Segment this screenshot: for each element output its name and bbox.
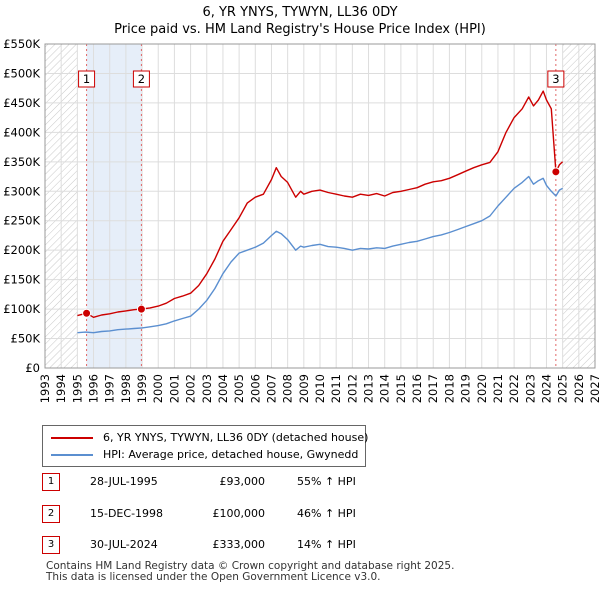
x-tick-label: 2003	[200, 374, 214, 403]
y-tick-label: £350K	[3, 155, 40, 169]
sale-marker-label-1: 1	[83, 72, 90, 86]
series-line-property	[77, 90, 564, 318]
x-tick-label: 2023	[523, 374, 537, 403]
x-tick-label: 1999	[135, 374, 149, 403]
y-tick-label: £300K	[3, 184, 40, 198]
footer: Contains HM Land Registry data © Crown c…	[46, 561, 454, 583]
sale-badge-1: 1	[42, 473, 60, 491]
x-tick-label: 2005	[232, 374, 246, 403]
x-tick-label: 2025	[556, 374, 570, 403]
x-tick-label: 2006	[248, 374, 262, 403]
y-tick-label: £400K	[3, 125, 40, 139]
x-tick-label: 2013	[362, 374, 376, 403]
x-tick-label: 2018	[442, 374, 456, 403]
y-tick-label: £50K	[11, 332, 41, 346]
sale-date-3: 30-JUL-2024	[90, 538, 158, 551]
sale-hpi-2: 46% ↑ HPI	[297, 507, 356, 520]
x-tick-label: 1998	[119, 374, 133, 403]
plot-border	[44, 43, 596, 369]
x-tick-label: 2008	[281, 374, 295, 403]
sale-marker-box-2	[132, 70, 150, 88]
x-tick-label: 2012	[345, 374, 359, 403]
price-chart: 1 2 3 £0 £50K £100K £150K £200K £250K £300K £350K…	[3, 37, 600, 403]
sale-marker-label-3: 3	[552, 72, 559, 86]
sale-price-3: £333,000	[212, 538, 266, 551]
x-tick-label: 2011	[329, 374, 343, 403]
sale-marker-label-2: 2	[138, 72, 145, 86]
sale-hpi-3: 14% ↑ HPI	[297, 538, 356, 551]
footer-licence: This data is licensed under the Open Gov…	[46, 571, 381, 583]
x-tick-label: 2007	[264, 374, 278, 403]
x-tick-label: 2019	[459, 374, 473, 403]
chart-title-block: 6, YR YNYS, TYWYN, LL36 0DY Price paid v…	[0, 4, 600, 38]
y-tick-label: £550K	[3, 37, 40, 51]
sale-price-2: £100,000	[212, 507, 266, 520]
sale-hpi-1: 55% ↑ HPI	[297, 475, 356, 488]
y-tick-label: £500K	[3, 66, 40, 80]
x-tick-label: 2021	[491, 374, 505, 403]
sale-point-1	[82, 308, 92, 318]
sale-date-2: 15-DEC-1998	[90, 507, 164, 520]
x-tick-label: 1994	[54, 374, 68, 403]
x-tick-label: 2015	[394, 374, 408, 403]
x-tick-label: 2022	[507, 374, 521, 403]
x-tick-label: 2009	[297, 374, 311, 403]
shaded-range-2	[86, 44, 142, 368]
legend-label-hpi: HPI: Average price, detached house, Gwyn…	[103, 448, 359, 461]
sale-badge-2: 2	[42, 505, 60, 523]
legend-label-property: 6, YR YNYS, TYWYN, LL36 0DY (detached ho…	[103, 431, 369, 444]
x-tick-label: 2027	[588, 374, 600, 403]
y-tick-label: £200K	[3, 243, 40, 257]
legend-swatch-property	[51, 437, 93, 439]
y-tick-label: £100K	[3, 302, 40, 316]
x-tick-label: 2002	[184, 374, 198, 403]
y-tick-label: £150K	[3, 273, 40, 287]
x-tick-label: 1997	[103, 374, 117, 403]
x-tick-label: 2026	[572, 374, 586, 403]
footer-copyright: Contains HM Land Registry data © Crown c…	[46, 560, 455, 572]
x-tick-label: 1993	[38, 374, 52, 403]
sale-marker-box-1	[78, 70, 96, 88]
x-tick-label: 1995	[70, 374, 84, 403]
x-tick-label: 2000	[151, 374, 165, 403]
sale-badge-3: 3	[42, 536, 60, 554]
x-tick-label: 2010	[313, 374, 327, 403]
y-tick-label: £450K	[3, 96, 40, 110]
chart-title: 6, YR YNYS, TYWYN, LL36 0DY	[202, 5, 398, 20]
series-line-hpi	[77, 175, 563, 334]
legend-swatch-hpi	[51, 454, 93, 456]
x-tick-label: 2004	[216, 374, 230, 403]
y-tick-label: £0	[25, 361, 40, 375]
sale-date-1: 28-JUL-1995	[90, 475, 158, 488]
x-tick-label: 2024	[539, 374, 553, 403]
y-tick-label: £250K	[3, 214, 40, 228]
x-tick-label: 2017	[426, 374, 440, 403]
x-tick-label: 2014	[378, 374, 392, 403]
x-tick-label: 2016	[410, 374, 424, 403]
chart-subtitle: Price paid vs. HM Land Registry's House …	[114, 22, 486, 37]
sale-point-2	[136, 304, 146, 314]
x-tick-label: 2020	[475, 374, 489, 403]
x-tick-label: 2001	[167, 374, 181, 403]
sale-marker-box-3	[547, 70, 565, 88]
legend: 6, YR YNYS, TYWYN, LL36 0DY (detached ho…	[42, 425, 369, 467]
x-tick-label: 1996	[87, 374, 101, 403]
sale-price-1: £93,000	[219, 475, 266, 488]
sale-point-3	[551, 167, 561, 177]
